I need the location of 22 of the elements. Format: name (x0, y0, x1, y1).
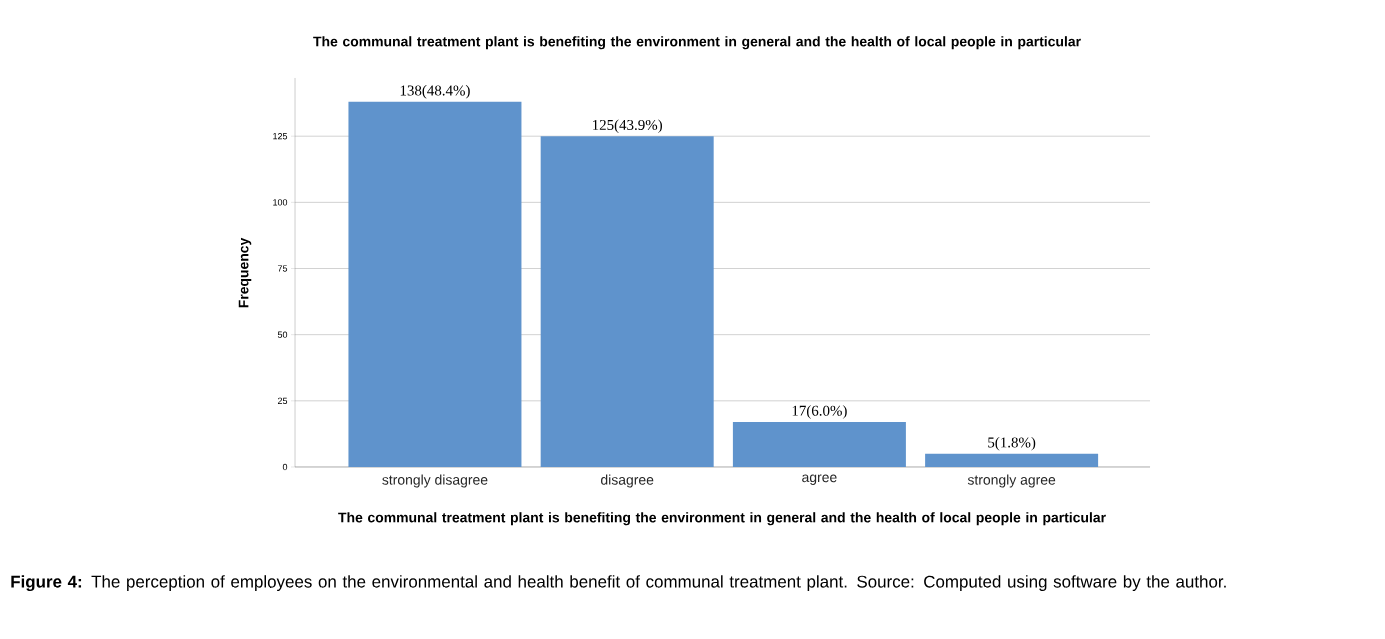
y-tick-label: 125 (273, 133, 288, 140)
bar (925, 453, 1099, 467)
x-tick-label: disagree (601, 474, 654, 488)
chart-title: The communal treatment plant is benefiting the environment in general and the health of local people in particular (313, 36, 1081, 50)
x-tick-label: agree (802, 474, 837, 485)
x-tick-label: strongly disagree (382, 474, 488, 488)
bar (732, 422, 906, 467)
y-tick-label: 0 (282, 463, 288, 471)
x-axis-title: The communal treatment plant is benefiting the environment in general and the health of local people in particular (338, 512, 1106, 526)
bar (540, 136, 714, 467)
bar (348, 101, 522, 467)
y-tick-label: 100 (273, 199, 288, 206)
y-axis-title: Frequency (238, 237, 252, 308)
x-tick-label: strongly agree (967, 474, 1056, 488)
y-tick-label: 50 (277, 331, 288, 338)
data-label: 5(1.8%) (988, 437, 1036, 451)
y-tick-label: 25 (277, 397, 288, 405)
y-tick-label: 75 (277, 265, 288, 272)
data-label: 125(43.9%) (593, 119, 662, 134)
text: Figure 4: The perception of employees on the environmental and health benefit of communal treatment plant. Source: Computed using software by the author. (11, 575, 1226, 592)
data-label: 17(6.0%) (792, 405, 847, 419)
data-label: 138(48.4%) (400, 85, 470, 99)
